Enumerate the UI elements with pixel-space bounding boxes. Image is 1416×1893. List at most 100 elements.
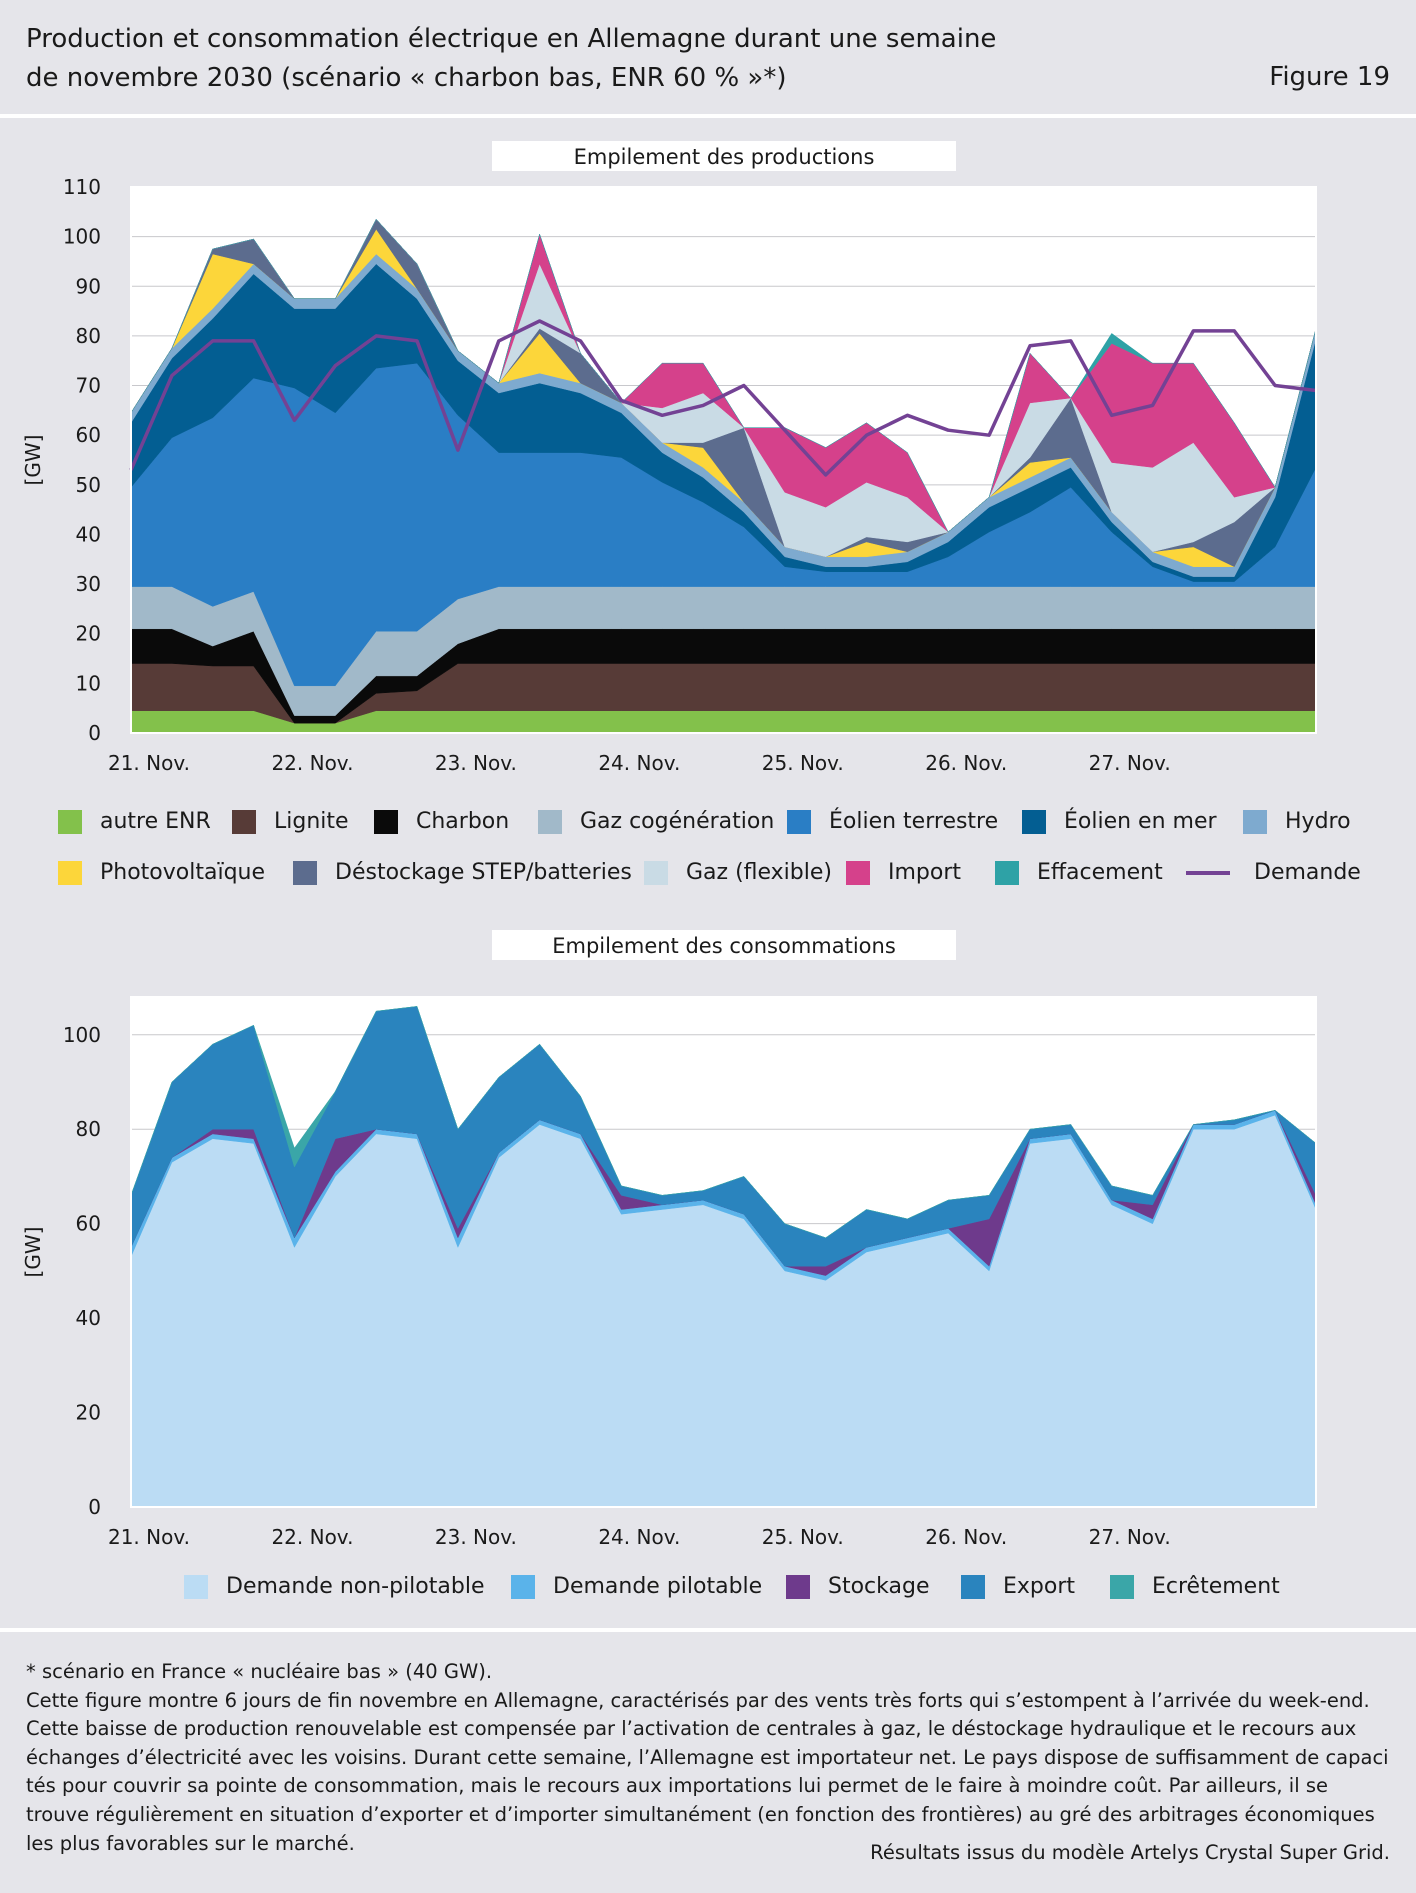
x-tick-label: 26. Nov. <box>925 1525 1007 1545</box>
legend-swatch <box>184 1574 208 1599</box>
legend-label: Déstockage STEP/batteries <box>335 860 632 885</box>
figure-title: Production et consommation électrique en… <box>26 20 1026 98</box>
legend-swatch <box>644 860 668 885</box>
legend-label: Éolien terrestre <box>829 809 999 834</box>
legend-item-stockage: Stockage <box>786 1574 929 1599</box>
legend-item-effacement: Effacement <box>995 860 1163 885</box>
legend-item-autre-enr: autre ENR <box>58 809 211 834</box>
x-tick-label: 27. Nov. <box>1089 751 1171 775</box>
y-tick-label: 50 <box>76 473 101 497</box>
source-note: Résultats issus du modèle Artelys Crysta… <box>870 1841 1390 1864</box>
production-stack-chart: 0 10 20 30 40 50 60 70 80 90 100 110 [GW] 21. Nov. 22.… <box>21 141 1317 775</box>
x-tick-label: 25. Nov. <box>762 1525 844 1545</box>
y-tick-label: 30 <box>76 572 101 596</box>
legend-item-ecretement: Ecrêtement <box>1110 1574 1280 1599</box>
figure-number: Figure 19 <box>1269 62 1390 92</box>
y-tick-label: 100 <box>63 1023 101 1047</box>
legend-swatch <box>787 809 811 834</box>
x-tick-label: 23. Nov. <box>435 1525 517 1545</box>
legend-swatch <box>786 1574 810 1599</box>
x-tick-label: 24. Nov. <box>598 751 680 775</box>
legend-label: Lignite <box>274 809 349 834</box>
legend-swatch <box>58 860 82 885</box>
legend-label: Hydro <box>1285 809 1351 834</box>
y-axis-label: [GW] <box>21 435 45 486</box>
legend-label: Export <box>1003 1574 1076 1599</box>
legend-swatch <box>1110 1574 1134 1599</box>
footer-text: * scénario en France « nucléaire bas » (… <box>26 1658 1391 1858</box>
y-tick-label: 80 <box>76 1117 101 1141</box>
legend-item-lignite: Lignite <box>232 809 349 834</box>
legend-item-eolien-en-mer: Éolien en mer <box>1022 809 1217 834</box>
y-tick-label: 40 <box>76 522 101 546</box>
legend-label: Photovoltaïque <box>100 860 266 885</box>
legend-item-eolien-terrestre: Éolien terrestre <box>787 809 998 834</box>
legend-label: Charbon <box>416 809 510 834</box>
chart-title: Empilement des productions <box>574 145 875 169</box>
legend-item-demande: Demande <box>1186 860 1361 885</box>
y-tick-label: 60 <box>76 423 101 447</box>
y-tick-label: 80 <box>76 324 101 348</box>
legend-label: Gaz cogénération <box>580 809 775 834</box>
x-tick-label: 21. Nov. <box>108 1525 190 1545</box>
legend-swatch <box>58 809 82 834</box>
legend-label: Import <box>888 860 962 885</box>
legend-swatch <box>293 860 317 885</box>
legend-label: Demande pilotable <box>553 1574 763 1599</box>
legend-swatch <box>538 809 562 834</box>
legend-swatch <box>1022 809 1046 834</box>
y-tick-label: 40 <box>76 1306 101 1330</box>
y-tick-label: 0 <box>88 721 101 745</box>
footnote: * scénario en France « nucléaire bas » (… <box>26 1660 493 1683</box>
legend-swatch <box>846 860 870 885</box>
legend-item-export: Export <box>961 1574 1075 1599</box>
y-tick-label: 110 <box>63 175 101 199</box>
legend-swatch <box>1186 870 1230 875</box>
y-tick-label: 10 <box>76 671 101 695</box>
figure-description: Cette figure montre 6 jours de fin novem… <box>26 1688 1389 1855</box>
legend-swatch <box>1243 809 1267 834</box>
header: Production et consommation électrique en… <box>0 0 1416 114</box>
footer-divider <box>0 1628 1416 1632</box>
chart-title-box <box>492 930 956 960</box>
production-legend: autre ENR Lignite Charbon Gaz cogénération É… <box>0 806 1416 906</box>
title-line-2: de novembre 2030 (scénario « charbon bas… <box>26 63 787 93</box>
legend-label: autre ENR <box>100 809 211 834</box>
y-tick-label: 100 <box>63 225 101 249</box>
x-tick-label: 26. Nov. <box>925 751 1007 775</box>
x-tick-label: 22. Nov. <box>271 1525 353 1545</box>
x-tick-label: 24. Nov. <box>598 1525 680 1545</box>
legend-item-gaz-cogeneration: Gaz cogénération <box>538 809 774 834</box>
y-axis-label: [GW] <box>21 1227 45 1278</box>
y-tick-label: 20 <box>76 1401 101 1425</box>
legend-swatch <box>232 809 256 834</box>
x-tick-label: 27. Nov. <box>1089 1525 1171 1545</box>
legend-item-charbon: Charbon <box>374 809 509 834</box>
chart-title-box <box>492 141 956 171</box>
y-tick-label: 20 <box>76 622 101 646</box>
legend-item-destockage-step-batteries: Déstockage STEP/batteries <box>293 860 632 885</box>
plot-frame <box>130 996 1317 1508</box>
title-line-1: Production et consommation électrique en… <box>26 24 997 54</box>
line-demande <box>129 319 1317 477</box>
legend-swatch <box>511 1574 535 1599</box>
y-tick-label: 90 <box>76 274 101 298</box>
legend-label: Ecrêtement <box>1152 1574 1280 1599</box>
legend-item-demande-pilotable: Demande pilotable <box>511 1574 762 1599</box>
legend-label: Gaz (flexible) <box>686 860 832 885</box>
legend-label: Effacement <box>1037 860 1163 885</box>
legend-label: Demande non-pilotable <box>226 1574 485 1599</box>
consumption-legend: Demande non-pilotable Demande pilotable St… <box>0 1574 1416 1614</box>
legend-label: Stockage <box>828 1574 930 1599</box>
legend-swatch <box>961 1574 985 1599</box>
x-tick-label: 21. Nov. <box>108 751 190 775</box>
plot-frame <box>130 186 1317 734</box>
legend-label: Demande <box>1254 860 1361 885</box>
header-divider <box>0 114 1416 118</box>
y-tick-label: 70 <box>76 374 101 398</box>
legend-item-import: Import <box>846 860 961 885</box>
x-tick-label: 25. Nov. <box>762 751 844 775</box>
legend-swatch <box>995 860 1019 885</box>
legend-item-photovoltaique: Photovoltaïque <box>58 860 265 885</box>
legend-item-hydro: Hydro <box>1243 809 1351 834</box>
